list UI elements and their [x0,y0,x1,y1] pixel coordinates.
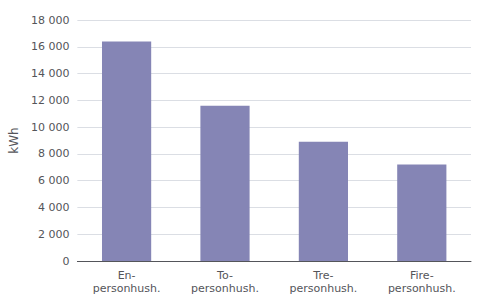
svg-text:6 000: 6 000 [38,174,70,187]
svg-text:8 000: 8 000 [38,147,70,160]
svg-text:0: 0 [62,255,69,268]
svg-text:18 000: 18 000 [31,14,70,27]
svg-text:personhush.: personhush. [191,282,259,295]
svg-text:10 000: 10 000 [31,121,70,134]
svg-text:12 000: 12 000 [31,94,70,107]
svg-text:To-: To- [216,269,233,282]
svg-text:personhush.: personhush. [388,282,456,295]
svg-text:4 000: 4 000 [38,201,70,214]
svg-text:Tre-: Tre- [312,269,333,282]
svg-text:En-: En- [118,269,136,282]
svg-text:Fire-: Fire- [410,269,434,282]
svg-text:kWh: kWh [7,127,21,153]
svg-text:16 000: 16 000 [31,40,70,53]
svg-text:personhush.: personhush. [289,282,357,295]
svg-text:14 000: 14 000 [31,67,70,80]
svg-text:2 000: 2 000 [38,228,70,241]
svg-text:personhush.: personhush. [93,282,161,295]
